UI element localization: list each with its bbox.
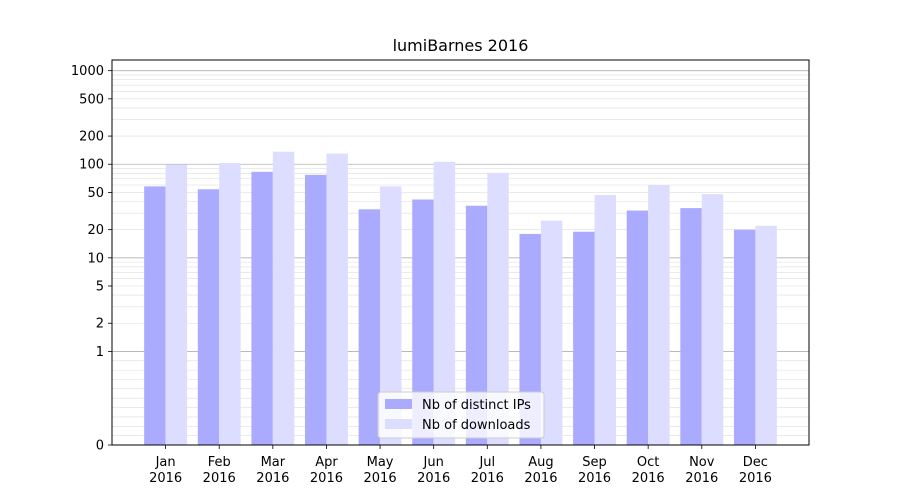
bar-distinct-ips [305, 174, 327, 445]
x-tick-label-year: 2016 [471, 471, 504, 486]
x-tick-label-month: May [367, 455, 394, 470]
bar-downloads [326, 153, 348, 446]
bar-downloads [701, 194, 724, 445]
x-tick-label: Jul 2016 [471, 455, 504, 486]
x-tick-label-year: 2016 [256, 471, 289, 486]
bar-downloads [755, 225, 777, 445]
y-tick-label: 1 [96, 345, 104, 360]
y-tick-label: 0 [96, 439, 104, 454]
bar-downloads [433, 161, 456, 445]
y-tick-label: 5 [96, 280, 104, 295]
legend-label: Nb of distinct IPs [422, 398, 531, 413]
x-tick-label-year: 2016 [524, 471, 557, 486]
x-tick-label-year: 2016 [149, 471, 182, 486]
bar-downloads [219, 163, 241, 445]
y-tick-label: 1000 [71, 64, 104, 79]
x-tick-label-month: Mar [261, 455, 286, 470]
x-tick-label-year: 2016 [310, 471, 343, 486]
x-tick-label: May 2016 [364, 455, 397, 486]
bars [144, 151, 777, 446]
x-tick-label-month: Jul [478, 455, 495, 470]
x-tick-label: Jan 2016 [149, 455, 182, 486]
legend-swatch [385, 399, 412, 409]
bar-downloads [380, 186, 402, 445]
legend-label: Nb of downloads [422, 418, 531, 433]
bar-distinct-ips [412, 199, 434, 445]
x-tick-label-month: Sep [582, 455, 607, 470]
bar-downloads [165, 164, 188, 445]
x-tick-label-year: 2016 [364, 471, 397, 486]
x-tick-label-month: Nov [689, 455, 715, 470]
y-tick-label: 200 [79, 130, 104, 145]
legend-box [377, 391, 545, 439]
y-tick-label: 100 [79, 158, 104, 173]
bar-downloads [594, 194, 616, 445]
x-tick-label-year: 2016 [685, 471, 718, 486]
bar-distinct-ips [626, 210, 649, 445]
y-tick-label: 10 [87, 251, 104, 266]
chart-title: lumiBarnes 2016 [393, 36, 529, 55]
bar-distinct-ips [358, 209, 381, 445]
x-tick-label: Mar 2016 [256, 455, 289, 486]
y-axis: 0 1 2 5 10 20 50 100 200 500 1000 [71, 64, 112, 454]
x-tick-label-month: Dec [743, 455, 768, 470]
bar-distinct-ips [733, 229, 756, 445]
legend-swatch [385, 419, 412, 429]
x-tick-label: Nov 2016 [685, 455, 718, 486]
bar-distinct-ips [573, 231, 595, 445]
x-tick-label: Sep 2016 [578, 455, 611, 486]
x-tick-label: Jun 2016 [417, 455, 450, 486]
x-tick-label-year: 2016 [632, 471, 665, 486]
y-tick-label: 500 [79, 92, 104, 107]
y-tick-label: 50 [87, 186, 104, 201]
x-tick-label: Feb 2016 [203, 455, 236, 486]
x-tick-label-month: Feb [208, 455, 231, 470]
x-tick-label: Aug 2016 [524, 455, 557, 486]
bar-distinct-ips [251, 171, 273, 445]
bar-downloads [540, 220, 563, 445]
x-tick-label-month: Jun [423, 455, 444, 470]
bar-distinct-ips [197, 189, 220, 445]
x-tick-label: Oct 2016 [632, 455, 665, 486]
x-tick-label-month: Jan [155, 455, 176, 470]
legend: Nb of distinct IPs Nb of downloads [377, 391, 545, 439]
x-tick-label-month: Apr [315, 455, 338, 470]
bar-downloads [487, 172, 509, 445]
bar-downloads [648, 185, 670, 445]
bar-downloads [272, 151, 295, 445]
plot-frame [111, 59, 810, 446]
y-tick-label: 20 [87, 223, 104, 238]
y-tick-label: 2 [96, 317, 104, 332]
x-tick-label-year: 2016 [578, 471, 611, 486]
x-tick-label-month: Oct [637, 455, 659, 470]
x-tick-label-year: 2016 [417, 471, 450, 486]
bar-distinct-ips [465, 205, 488, 445]
x-tick-label-year: 2016 [739, 471, 772, 486]
x-tick-label-month: Aug [528, 455, 553, 470]
x-tick-label-year: 2016 [203, 471, 236, 486]
x-tick-label: Dec 2016 [739, 455, 772, 486]
x-tick-label: Apr 2016 [310, 455, 343, 486]
bar-distinct-ips [144, 186, 166, 445]
bar-distinct-ips [680, 208, 702, 445]
